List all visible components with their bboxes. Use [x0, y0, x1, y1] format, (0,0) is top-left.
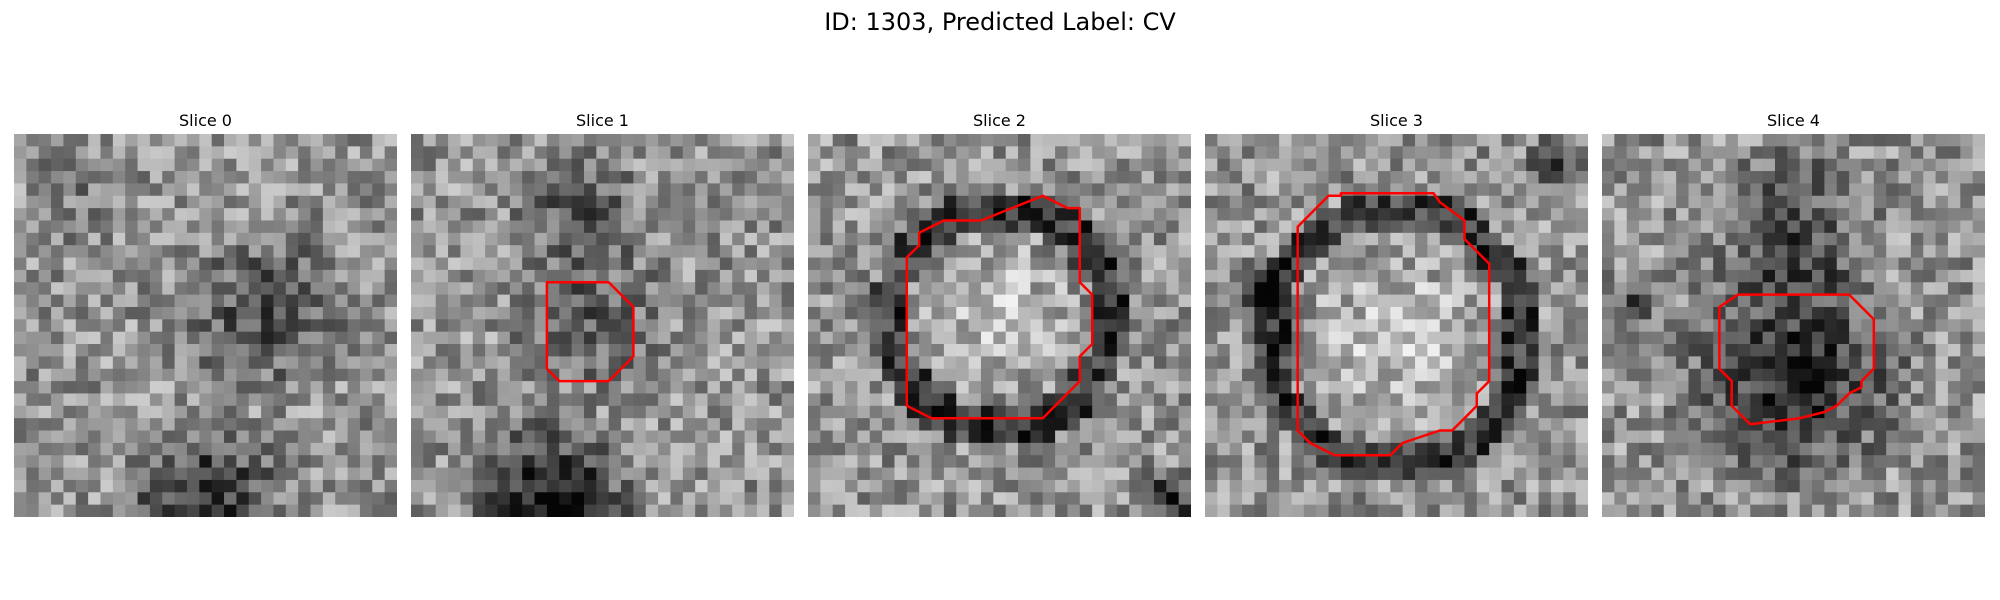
slice-pixels [14, 134, 397, 517]
slice-image [411, 134, 794, 517]
slice-panel-0: Slice 0 [14, 110, 397, 517]
slice-pixels [1205, 134, 1588, 517]
slice-pixels [411, 134, 794, 517]
segmentation-contour [545, 281, 635, 383]
slice-pixels [808, 134, 1191, 517]
slice-panel-2: Slice 2 [808, 110, 1191, 517]
slice-image [14, 134, 397, 517]
slice-image [808, 134, 1191, 517]
slice-title: Slice 2 [973, 111, 1026, 130]
segmentation-contour [1296, 192, 1491, 457]
slice-panel-4: Slice 4 [1602, 110, 1985, 517]
slice-title: Slice 4 [1767, 111, 1820, 130]
figure-title: ID: 1303, Predicted Label: CV [824, 8, 1176, 36]
segmentation-contour [1718, 293, 1876, 426]
slice-panel-3: Slice 3 [1205, 110, 1588, 517]
slice-panel-1: Slice 1 [411, 110, 794, 517]
segmentation-contour [905, 194, 1094, 420]
slice-title: Slice 1 [576, 111, 629, 130]
slice-image [1205, 134, 1588, 517]
slice-title: Slice 3 [1370, 111, 1423, 130]
slice-pixels [1602, 134, 1985, 517]
slice-title: Slice 0 [179, 111, 232, 130]
slice-image [1602, 134, 1985, 517]
